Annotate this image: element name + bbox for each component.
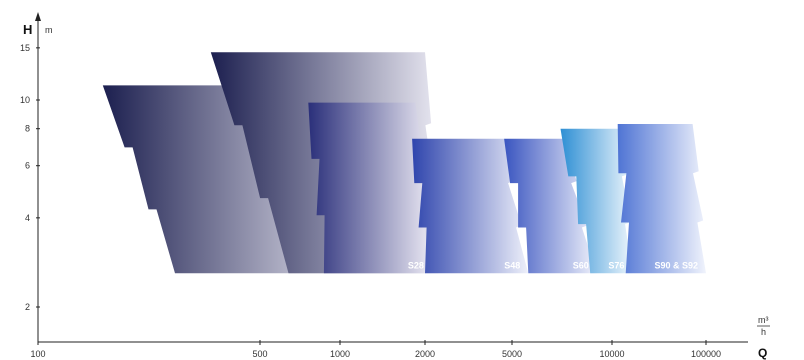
x-tick-label-2000: 2000 xyxy=(415,349,435,359)
ticks: 2 4 6 8 10 15 100 500 1000 2000 5000 10000 100000 xyxy=(20,43,721,359)
x-tick-label-100000: 100000 xyxy=(691,349,721,359)
x-tick-label-100: 100 xyxy=(30,349,45,359)
y-tick-label-15: 15 xyxy=(20,43,30,53)
x-axis-unit-numerator: m³ xyxy=(758,315,769,325)
series-s76-block-1 xyxy=(560,128,633,274)
series-label-s60: S60 xyxy=(573,260,589,270)
series-label-s28: S28 xyxy=(408,260,424,270)
series-s48-block-1 xyxy=(412,138,529,274)
series-label-s76: S76 xyxy=(608,260,624,270)
y-tick-label-6: 6 xyxy=(25,161,30,171)
x-tick-label-5000: 5000 xyxy=(502,349,522,359)
y-tick-label-8: 8 xyxy=(25,124,30,134)
series-s28-block-1 xyxy=(308,102,432,274)
y-axis-unit: m xyxy=(45,25,53,35)
series-s48: S48 xyxy=(412,138,529,274)
x-tick-label-1000: 1000 xyxy=(330,349,350,359)
series-layer: S15 & S18S28S48S60S76S90 & S92 xyxy=(102,52,706,274)
series-s28: S28 xyxy=(308,102,432,274)
y-tick-label-10: 10 xyxy=(20,95,30,105)
axes: H m m³ h Q xyxy=(23,12,770,360)
series-label-s48: S48 xyxy=(504,260,520,270)
y-tick-label-2: 2 xyxy=(25,302,30,312)
series-s90-s92: S90 & S92 xyxy=(617,124,706,274)
y-tick-label-4: 4 xyxy=(25,213,30,223)
series-s76: S76 xyxy=(560,128,633,274)
x-axis-unit-denominator: h xyxy=(761,327,766,337)
y-axis-label: H xyxy=(23,22,32,37)
x-tick-label-500: 500 xyxy=(252,349,267,359)
series-s90-s92-block-1 xyxy=(617,124,706,274)
y-axis-arrow-icon xyxy=(35,12,41,21)
x-axis-label: Q xyxy=(758,346,767,360)
series-label-s90-s92: S90 & S92 xyxy=(654,260,698,270)
x-tick-label-10000: 10000 xyxy=(599,349,624,359)
